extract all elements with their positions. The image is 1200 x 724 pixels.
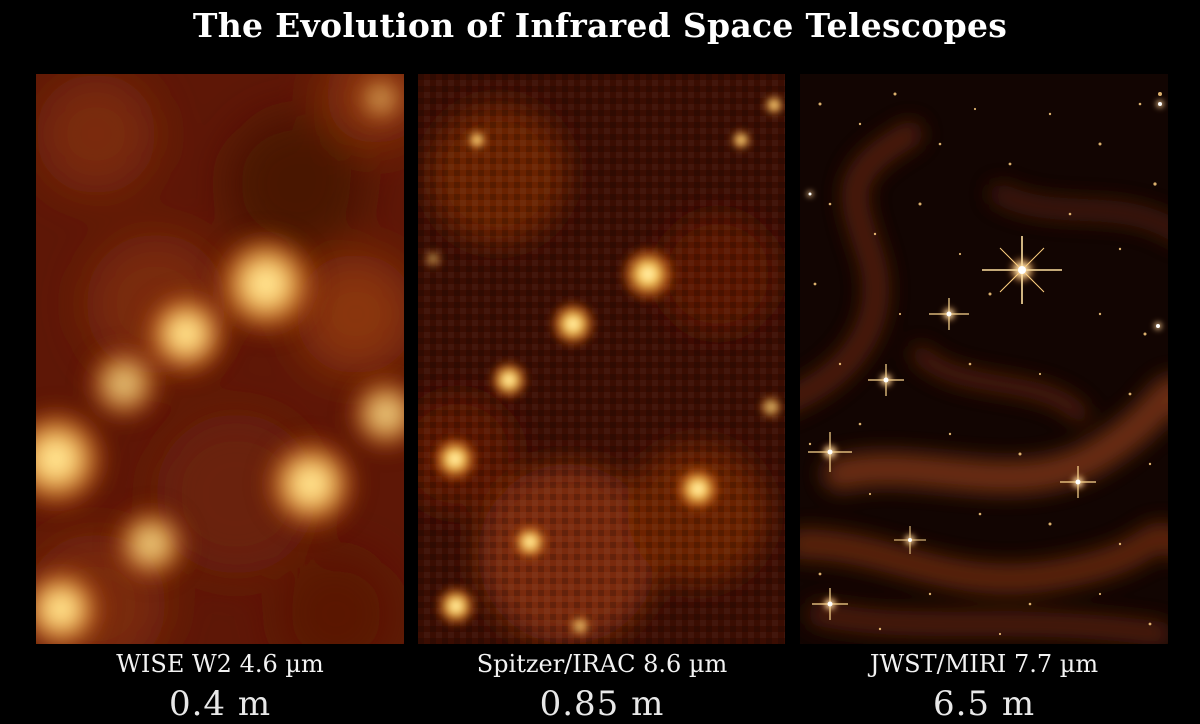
jwst-aperture: 6.5 m [932, 684, 1036, 724]
jwst-caption: JWST/MIRI 7.7 µm [869, 650, 1099, 678]
page-title: The Evolution of Infrared Space Telescop… [192, 6, 1008, 45]
spitzer-image [418, 74, 785, 644]
spitzer-caption: Spitzer/IRAC 8.6 µm [476, 650, 728, 678]
spitzer-aperture: 0.85 m [539, 684, 665, 724]
jwst-image-panel [800, 74, 1168, 644]
spitzer-image-panel [418, 74, 785, 644]
wise-image-panel [36, 74, 404, 644]
wise-aperture: 0.4 m [168, 684, 272, 724]
wise-caption: WISE W2 4.6 µm [116, 650, 324, 678]
jwst-image [800, 74, 1168, 644]
wise-image [36, 74, 404, 644]
